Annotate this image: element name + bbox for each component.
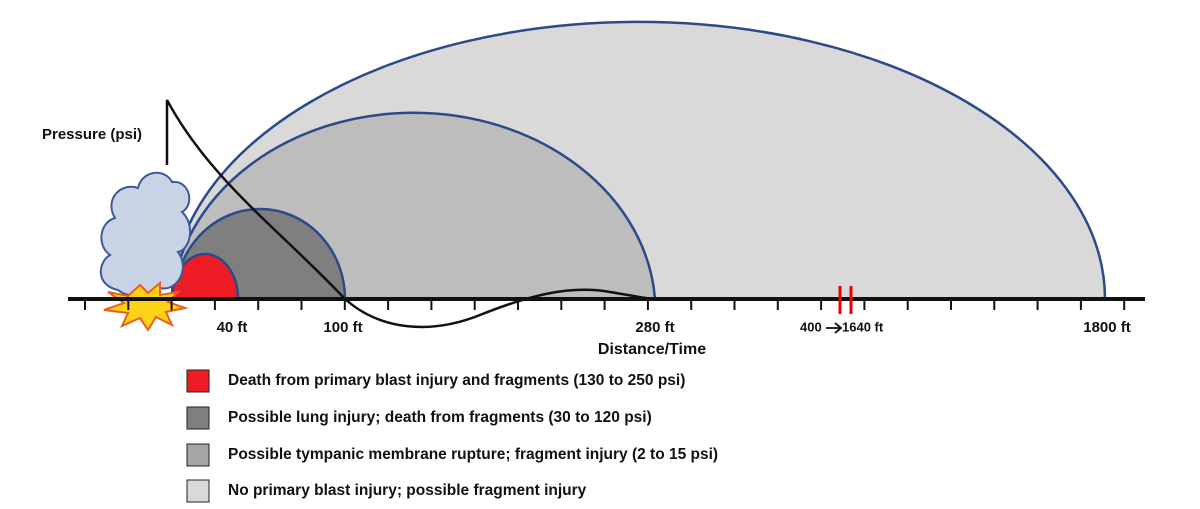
pressure-curve xyxy=(165,99,656,329)
axis-ticks xyxy=(84,299,1126,310)
x-label: 400 xyxy=(800,319,822,334)
legend-label: Possible lung injury; death from fragmen… xyxy=(228,409,652,426)
x-label: 1800 ft xyxy=(1083,319,1131,336)
x-label: 280 ft xyxy=(635,319,674,336)
arrow-head xyxy=(834,322,843,334)
x-axis-title: Distance/Time xyxy=(598,341,706,358)
y-axis-label: Pressure (psi) xyxy=(42,126,142,143)
legend-label: Death from primary blast injury and frag… xyxy=(228,372,685,389)
x-label: 1640 ft xyxy=(842,319,884,334)
legend-swatch xyxy=(186,479,210,503)
x-label: 40 ft xyxy=(217,319,248,336)
smoke-cloud xyxy=(99,172,192,297)
legend-swatch xyxy=(186,443,210,467)
explosion xyxy=(103,280,189,332)
legend-swatch xyxy=(186,406,210,430)
legend-swatch xyxy=(186,369,210,393)
x-label: 100 ft xyxy=(323,319,362,336)
legend-label: Possible tympanic membrane rupture; frag… xyxy=(228,446,718,463)
legend-label: No primary blast injury; possible fragme… xyxy=(228,482,587,499)
